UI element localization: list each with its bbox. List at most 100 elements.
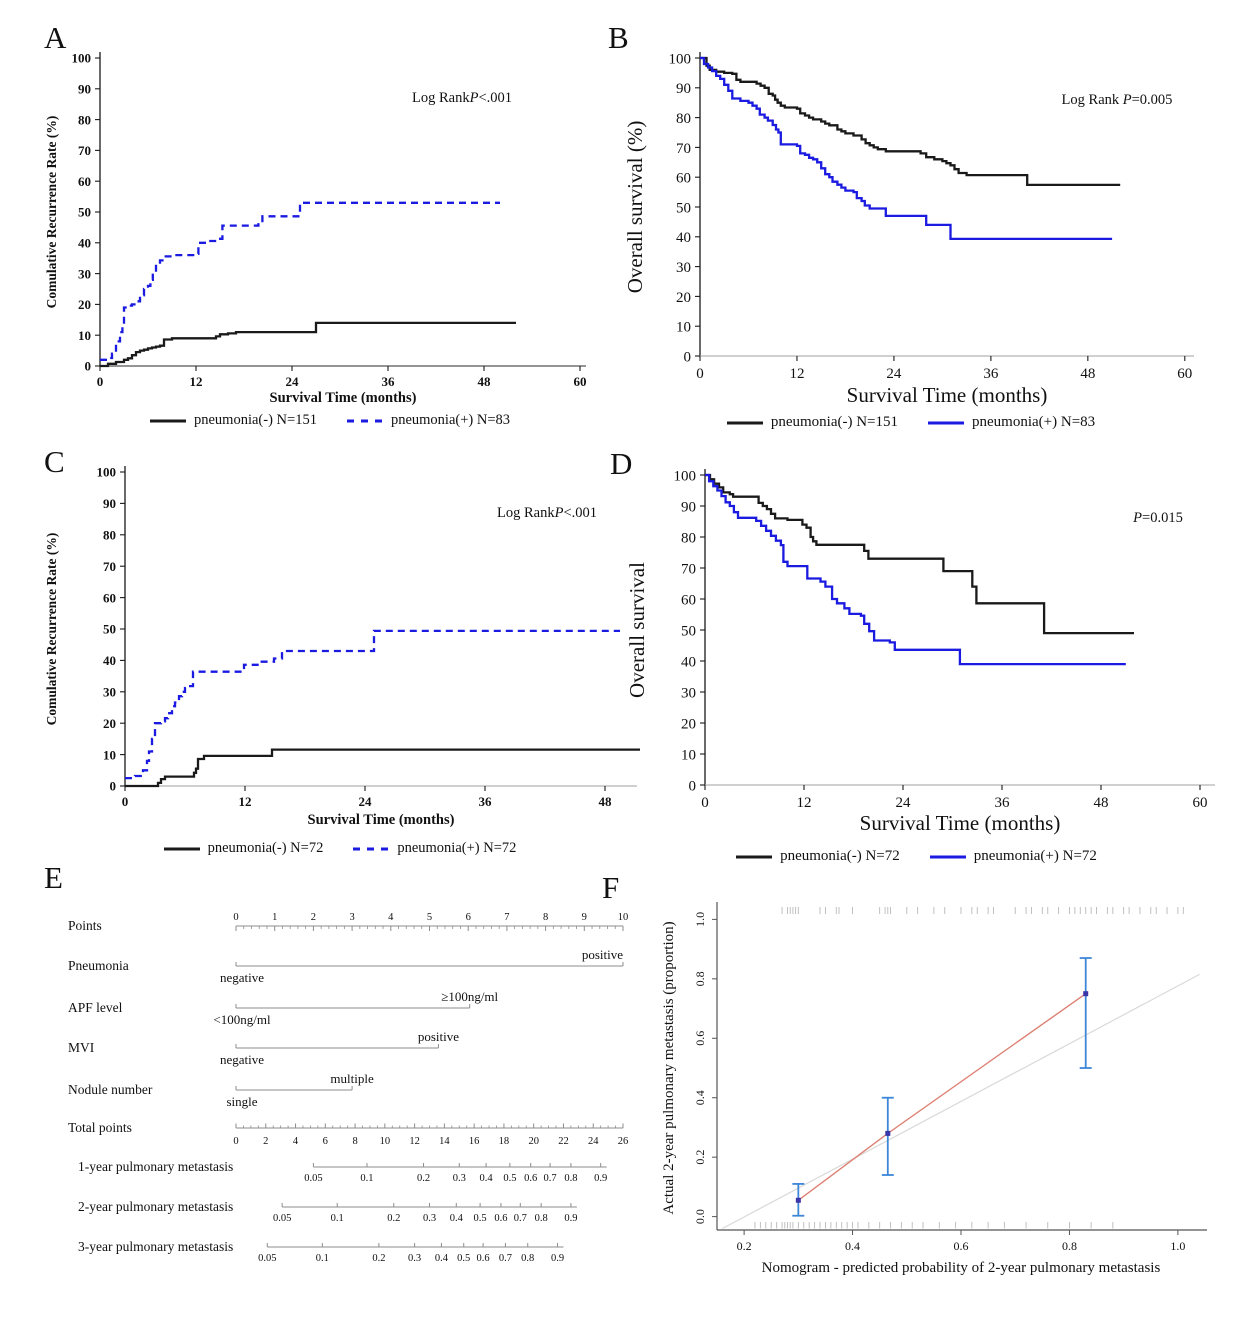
row-label: 1-year pulmonary metastasis xyxy=(78,1159,233,1174)
scale-tick-label: 0 xyxy=(233,1136,238,1147)
y-tick-label: 50 xyxy=(681,623,696,639)
y-tick-label: 40 xyxy=(78,235,91,250)
x-tick-label: 0 xyxy=(701,795,709,811)
x-tick-label: 36 xyxy=(995,795,1011,811)
km-curve-pneumonia-n-72 xyxy=(125,629,620,780)
x-tick-label: 60 xyxy=(574,374,587,389)
scale-tick-label: 0.2 xyxy=(372,1253,385,1264)
scale-tick-label: 2 xyxy=(263,1136,268,1147)
panel-b-letter: B xyxy=(608,20,629,55)
y-tick-label: 20 xyxy=(103,716,116,731)
scale-tick-label: 24 xyxy=(588,1136,599,1147)
x-tick-label: 36 xyxy=(479,794,493,809)
nomogram-row-mvi: MVI negative positive xyxy=(68,1029,459,1067)
y-tick-label: 100 xyxy=(669,51,692,67)
legend-label: pneumonia(+) N=72 xyxy=(973,848,1097,864)
km-curve-pneumonia-n-72 xyxy=(705,473,1134,635)
x-tick-label: 48 xyxy=(599,794,613,809)
scale-tick-label: 0.9 xyxy=(594,1173,607,1184)
x-tick-label: 1.0 xyxy=(1170,1239,1185,1253)
panel-b-chart: 0 10 20 30 40 50 60 70 80 90 100 0 12 24 36 48 60 Overall… xyxy=(623,51,1194,407)
scale-tick-label: 0.3 xyxy=(408,1253,421,1264)
x-tick-label: 48 xyxy=(1094,795,1109,811)
legend-label: pneumonia(-) N=151 xyxy=(770,414,899,430)
scale-tick-label: 14 xyxy=(439,1136,450,1147)
pvalue-annotation: P=0.015 xyxy=(1132,510,1183,526)
y-tick-label: 20 xyxy=(681,716,696,732)
x-axis-label: Survival Time (months) xyxy=(860,811,1061,835)
scale-tick-label: 0.4 xyxy=(450,1213,464,1224)
row-label: 2-year pulmonary metastasis xyxy=(78,1199,233,1214)
scale-tick-label: 0.1 xyxy=(316,1253,329,1264)
nomogram-row-nodule-number: Nodule number single multiple xyxy=(68,1071,374,1109)
y-tick-label: 60 xyxy=(681,592,696,608)
y-tick-label: 0.0 xyxy=(693,1209,707,1224)
x-tick-label: 24 xyxy=(359,794,373,809)
y-tick-label: 100 xyxy=(674,468,697,484)
y-tick-label: 30 xyxy=(676,260,691,276)
y-tick-label: 0 xyxy=(684,349,692,365)
y-axis-label: Comulative Recurrence Rate (%) xyxy=(44,533,59,726)
km-curve-pneumonia-n-83 xyxy=(100,201,500,361)
scale-tick-label: 8 xyxy=(543,912,548,923)
scale-tick-label: 6 xyxy=(323,1136,328,1147)
x-tick-label: 0.6 xyxy=(954,1239,969,1253)
scale-tick-label: 0.1 xyxy=(331,1213,344,1224)
x-tick-label: 0 xyxy=(696,366,704,382)
scale-tick-label: 0.5 xyxy=(503,1173,516,1184)
category-label-low: negative xyxy=(220,1052,264,1067)
calibration-point xyxy=(1083,991,1089,997)
row-label: APF level xyxy=(68,1000,123,1015)
calibration-point xyxy=(885,1130,891,1136)
scale-tick-label: 16 xyxy=(469,1136,480,1147)
panel-c-letter: C xyxy=(44,444,65,479)
y-tick-label: 100 xyxy=(72,51,92,66)
nomogram-row-2-year-pulmonary-metastasis: 2-year pulmonary metastasis 0.05 0.1 0.2 0.3… xyxy=(78,1199,577,1224)
y-tick-label: 30 xyxy=(681,685,696,701)
nomogram-row-1-year-pulmonary-metastasis: 1-year pulmonary metastasis 0.05 0.1 0.2 0.3… xyxy=(78,1159,607,1184)
y-tick-label: 70 xyxy=(681,561,696,577)
x-tick-label: 0.2 xyxy=(737,1239,752,1253)
legend-item-pneumonia-n-72: pneumonia(+) N=72 xyxy=(929,848,1097,865)
legend-line-sample xyxy=(353,847,390,850)
scale-tick-label: 0.05 xyxy=(258,1253,276,1264)
scale-tick-label: 10 xyxy=(618,912,629,923)
scale-tick-label: 0.7 xyxy=(499,1253,512,1264)
x-tick-label: 0.8 xyxy=(1062,1239,1077,1253)
y-tick-label: 10 xyxy=(681,747,696,763)
calibration-line xyxy=(797,993,1087,1201)
panel-f-letter: F xyxy=(602,870,620,905)
y-tick-label: 20 xyxy=(78,297,91,312)
y-tick-label: 40 xyxy=(103,653,116,668)
km-plot-C: 0 10 20 30 40 50 60 70 80 90 100 0 12 24 36 48 Comulativ… xyxy=(44,465,640,828)
scale-tick-label: 0.6 xyxy=(524,1173,537,1184)
pvalue-annotation: Log RankP<.001 xyxy=(497,505,597,521)
scale-tick-label: 9 xyxy=(582,912,587,923)
x-tick-label: 24 xyxy=(896,795,912,811)
km-curve-pneumonia-n-151 xyxy=(700,56,1121,187)
scale-tick-label: 0.2 xyxy=(417,1173,430,1184)
y-tick-label: 0 xyxy=(689,778,697,794)
x-tick-label: 0 xyxy=(97,374,104,389)
row-label: Points xyxy=(68,918,102,933)
scale-tick-label: 0 xyxy=(233,912,238,923)
x-tick-label: 12 xyxy=(190,374,203,389)
y-tick-label: 90 xyxy=(681,499,696,515)
x-tick-label: 48 xyxy=(478,374,492,389)
km-curve-pneumonia-n-83 xyxy=(700,56,1113,241)
scale-tick-label: 12 xyxy=(409,1136,420,1147)
legend-item-pneumonia-n-83: pneumonia(+) N=83 xyxy=(346,412,510,429)
scale-tick-label: 0.5 xyxy=(457,1253,470,1264)
nomogram-row-pneumonia: Pneumonia negative positive xyxy=(68,947,624,985)
panel-a-letter: A xyxy=(44,20,67,55)
km-plot-D: 0 10 20 30 40 50 60 70 80 90 100 0 12 24 36 48 60 Overall… xyxy=(625,468,1215,835)
km-curve-pneumonia-n-72 xyxy=(705,473,1126,666)
x-tick-label: 48 xyxy=(1080,366,1095,382)
category-label-low: <100ng/ml xyxy=(213,1012,271,1027)
panel-a: 0 10 20 30 40 50 60 70 80 90 100 0 12 24 36 48 60 Comulat… xyxy=(40,14,620,446)
scale-tick-label: 0.9 xyxy=(564,1213,577,1224)
y-axis-label: Overall survival (%) xyxy=(623,121,647,294)
y-tick-label: 80 xyxy=(103,527,116,542)
